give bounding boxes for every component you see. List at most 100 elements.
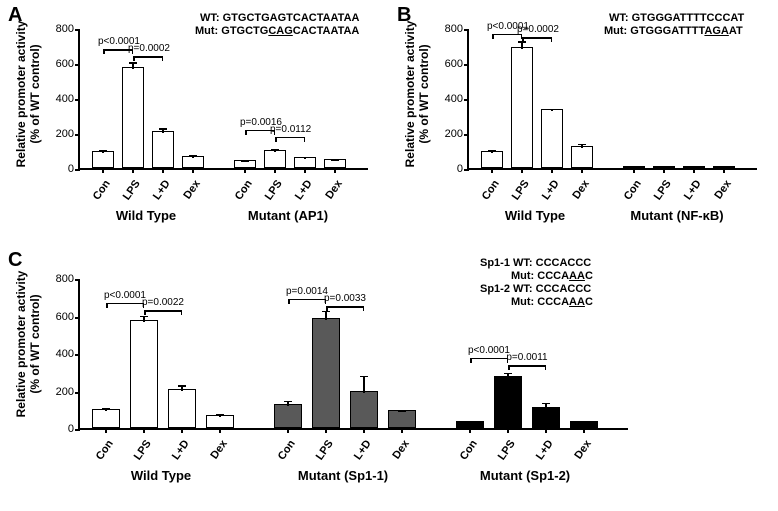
y-tick-label: 600 bbox=[437, 58, 463, 70]
y-tick-mark bbox=[464, 169, 469, 171]
bar bbox=[541, 109, 563, 168]
y-tick-label: 0 bbox=[48, 163, 74, 175]
y-tick-label: 0 bbox=[437, 163, 463, 175]
x-tick-mark bbox=[181, 428, 183, 433]
y-tick-mark bbox=[464, 134, 469, 136]
bar bbox=[494, 376, 522, 429]
panel-a-seq-mut: Mut: GTGCTGCAGCACTAATAA bbox=[195, 25, 359, 37]
panel-a-chart: 0200400600800p<0.0001p=0.0002p=0.0016p=0… bbox=[78, 30, 368, 170]
x-tick-mark bbox=[723, 168, 725, 173]
bar bbox=[350, 391, 378, 428]
bracket bbox=[522, 37, 552, 39]
y-tick-mark bbox=[464, 64, 469, 66]
panel-a-ylabel: Relative promoter activity(% of WT contr… bbox=[14, 14, 42, 174]
bracket bbox=[133, 56, 163, 58]
error-cap bbox=[271, 149, 279, 151]
x-tick-mark bbox=[132, 168, 134, 173]
bar bbox=[92, 409, 120, 428]
y-tick-label: 800 bbox=[437, 23, 463, 35]
group-label: Wild Type bbox=[80, 208, 212, 223]
error-cap bbox=[189, 155, 197, 157]
y-tick-label: 200 bbox=[48, 386, 74, 398]
error-cap bbox=[216, 414, 224, 416]
y-tick-mark bbox=[75, 279, 80, 281]
x-tick-mark bbox=[274, 168, 276, 173]
bracket bbox=[162, 56, 164, 61]
error-cap bbox=[159, 128, 167, 130]
x-tick-mark bbox=[491, 168, 493, 173]
panel-b-chart: 0200400600800p<0.0001p=0.0002 bbox=[467, 30, 757, 170]
bracket bbox=[144, 310, 146, 315]
y-tick-label: 200 bbox=[48, 128, 74, 140]
group-label: Mutant (Sp1-2) bbox=[444, 468, 606, 483]
panel-c-seq-sp12-wt: Sp1-2 WT: CCCACCC bbox=[480, 283, 591, 295]
group-label: Mutant (AP1) bbox=[222, 208, 354, 223]
y-tick-label: 400 bbox=[48, 93, 74, 105]
p-value: p=0.0022 bbox=[139, 297, 187, 308]
bar bbox=[532, 407, 560, 428]
y-tick-label: 800 bbox=[48, 273, 74, 285]
y-tick-mark bbox=[464, 29, 469, 31]
y-tick-mark bbox=[75, 392, 80, 394]
x-tick-mark bbox=[545, 428, 547, 433]
bracket bbox=[106, 303, 108, 308]
y-tick-label: 200 bbox=[437, 128, 463, 140]
panel-c-seq-sp11-wt: Sp1-1 WT: CCCACCC bbox=[480, 257, 591, 269]
p-value: p=0.0011 bbox=[503, 352, 551, 363]
bracket bbox=[144, 310, 182, 312]
bar bbox=[122, 67, 144, 168]
bracket bbox=[103, 49, 105, 54]
x-tick-mark bbox=[162, 168, 164, 173]
bracket bbox=[551, 37, 553, 42]
bracket bbox=[326, 306, 364, 308]
bracket bbox=[304, 137, 306, 142]
y-tick-label: 400 bbox=[437, 93, 463, 105]
error-cap bbox=[301, 157, 309, 159]
p-value: p=0.0002 bbox=[128, 43, 168, 54]
x-tick-mark bbox=[325, 428, 327, 433]
panel-c-seq-sp12-mut: Mut: CCCAAAC bbox=[511, 296, 593, 308]
panel-c: C Relative promoter activity(% of WT con… bbox=[0, 245, 778, 505]
x-tick-mark bbox=[507, 428, 509, 433]
y-tick-mark bbox=[75, 99, 80, 101]
y-tick-mark bbox=[75, 64, 80, 66]
bracket bbox=[508, 365, 546, 367]
bar bbox=[152, 131, 174, 168]
error-cap bbox=[580, 422, 588, 424]
bar bbox=[274, 404, 302, 428]
x-tick-mark bbox=[551, 168, 553, 173]
group-label: Mutant (Sp1-1) bbox=[262, 468, 424, 483]
x-tick-mark bbox=[102, 168, 104, 173]
bracket bbox=[363, 306, 365, 311]
group-label: Wild Type bbox=[469, 208, 601, 223]
error-cap bbox=[241, 160, 249, 162]
p-value: p=0.0002 bbox=[517, 24, 557, 35]
bracket bbox=[245, 130, 247, 135]
x-tick-mark bbox=[581, 168, 583, 173]
error-cap bbox=[284, 401, 292, 403]
panel-c-ylabel: Relative promoter activity(% of WT contr… bbox=[14, 264, 42, 424]
bracket bbox=[508, 365, 510, 370]
panel-b-seq-mut: Mut: GTGGGATTTTAGAAT bbox=[604, 25, 743, 37]
x-tick-mark bbox=[244, 168, 246, 173]
bar bbox=[511, 47, 533, 168]
panel-b: B Relative promoter activity(% of WT con… bbox=[389, 0, 778, 225]
bracket bbox=[288, 299, 290, 304]
y-tick-label: 600 bbox=[48, 58, 74, 70]
y-tick-mark bbox=[75, 354, 80, 356]
group-label: Wild Type bbox=[80, 468, 242, 483]
bracket bbox=[181, 310, 183, 315]
bracket bbox=[522, 37, 524, 42]
x-tick-mark bbox=[287, 428, 289, 433]
x-tick-mark bbox=[334, 168, 336, 173]
x-tick-mark bbox=[143, 428, 145, 433]
bar bbox=[388, 410, 416, 428]
y-tick-mark bbox=[464, 99, 469, 101]
y-tick-mark bbox=[75, 169, 80, 171]
error-cap bbox=[178, 385, 186, 387]
error-cap bbox=[140, 316, 148, 318]
error-bar bbox=[363, 376, 365, 394]
bar bbox=[92, 151, 114, 169]
panel-c-seq-sp11-mut: Mut: CCCAAAC bbox=[511, 270, 593, 282]
bar bbox=[312, 318, 340, 428]
